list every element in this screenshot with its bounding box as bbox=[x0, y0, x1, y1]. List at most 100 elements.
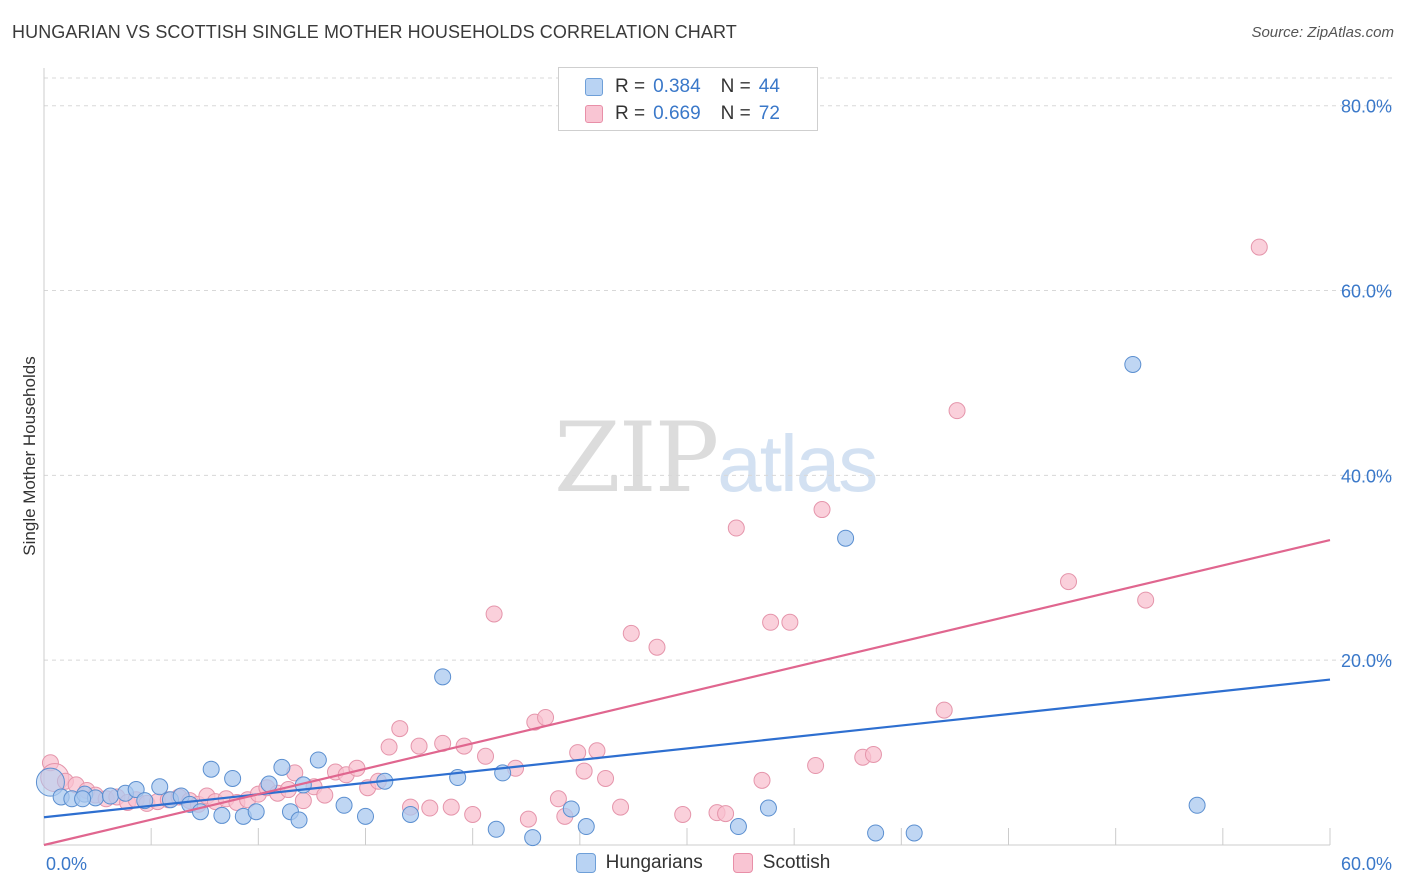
stats-legend: R = 0.384 N = 44 R = 0.669 N = 72 bbox=[558, 67, 818, 131]
hungarians-point bbox=[35, 767, 65, 797]
legend-item-hungarians[interactable]: Hungarians bbox=[575, 852, 703, 874]
source-credit: Source: ZipAtlas.com bbox=[1251, 24, 1394, 41]
scottish-point bbox=[410, 737, 428, 755]
legend-n-value-scottish: 72 bbox=[758, 103, 780, 124]
scottish-point bbox=[612, 798, 630, 816]
scottish-point bbox=[380, 738, 398, 756]
hungarians-trend-line bbox=[43, 678, 1331, 819]
scottish-point bbox=[519, 810, 537, 828]
hungarians-point bbox=[74, 790, 92, 808]
legend-r-label: R = bbox=[615, 103, 646, 124]
scottish-point bbox=[1137, 591, 1155, 609]
legend-label-scottish: Scottish bbox=[762, 852, 831, 873]
y-tick-label: 60.0% bbox=[1341, 282, 1392, 302]
legend-r-value-scottish: 0.669 bbox=[653, 103, 701, 124]
trend-lines bbox=[43, 538, 1331, 847]
y-tick-label: 20.0% bbox=[1341, 651, 1392, 671]
scottish-point bbox=[864, 745, 882, 763]
legend-label-hungarians: Hungarians bbox=[605, 852, 703, 873]
hungarians-point bbox=[213, 806, 231, 824]
scottish-point bbox=[622, 624, 640, 642]
watermark-atlas: atlas bbox=[717, 419, 878, 508]
hungarians-point bbox=[524, 829, 542, 847]
legend-swatch-scottish bbox=[732, 853, 753, 873]
axes bbox=[43, 68, 1331, 846]
hungarians-point bbox=[837, 529, 855, 547]
hungarians-point bbox=[247, 803, 265, 821]
hungarians-point bbox=[434, 668, 452, 686]
scottish-point bbox=[537, 708, 555, 726]
scottish-point bbox=[935, 701, 953, 719]
scottish-point bbox=[753, 771, 771, 789]
hungarians-point bbox=[1188, 796, 1206, 814]
legend-row-scottish: R = 0.669 N = 72 bbox=[585, 101, 780, 127]
scottish-point bbox=[442, 798, 460, 816]
hungarians-point bbox=[487, 820, 505, 838]
hungarians-points bbox=[35, 355, 1206, 847]
scottish-point bbox=[294, 792, 312, 810]
watermark: ZIPatlas bbox=[554, 402, 878, 514]
hungarians-point bbox=[101, 787, 119, 805]
chart-title: HUNGARIAN VS SCOTTISH SINGLE MOTHER HOUS… bbox=[12, 22, 737, 42]
scottish-point bbox=[549, 790, 567, 808]
legend-row-hungarians: R = 0.384 N = 44 bbox=[585, 74, 780, 100]
watermark-zip: ZIP bbox=[554, 402, 719, 514]
scottish-point bbox=[575, 762, 593, 780]
scottish-point bbox=[421, 799, 439, 817]
hungarians-point bbox=[402, 806, 420, 824]
scottish-point bbox=[477, 747, 495, 765]
scottish-point bbox=[391, 720, 409, 738]
scottish-point bbox=[1060, 573, 1078, 591]
hungarians-point bbox=[151, 778, 169, 796]
scottish-trend-line bbox=[43, 538, 1331, 847]
scottish-point bbox=[727, 519, 745, 537]
hungarians-point bbox=[290, 811, 308, 829]
hungarians-point bbox=[357, 807, 374, 825]
x-tick-label-min: 0.0% bbox=[46, 854, 87, 874]
scottish-point bbox=[717, 805, 735, 823]
hungarians-point bbox=[562, 800, 580, 818]
scottish-point bbox=[588, 742, 606, 760]
legend-n-label: N = bbox=[720, 76, 751, 97]
hungarians-point bbox=[1124, 355, 1142, 373]
hungarians-point bbox=[759, 799, 777, 817]
scottish-points bbox=[40, 238, 1268, 828]
scottish-point bbox=[813, 501, 831, 519]
hungarians-point bbox=[867, 824, 885, 842]
hungarians-point bbox=[905, 824, 923, 842]
hungarians-point bbox=[729, 818, 747, 836]
legend-swatch-hungarians bbox=[575, 853, 596, 873]
hungarians-point bbox=[273, 758, 291, 776]
scottish-point bbox=[674, 806, 692, 824]
hungarians-point bbox=[309, 751, 327, 769]
scottish-point bbox=[1250, 238, 1268, 256]
legend-item-scottish[interactable]: Scottish bbox=[732, 852, 831, 874]
hungarians-point bbox=[335, 796, 353, 814]
scottish-point bbox=[348, 759, 366, 777]
scottish-point bbox=[569, 744, 587, 762]
scottish-point bbox=[597, 769, 615, 787]
scottish-point bbox=[316, 786, 334, 804]
scottish-point bbox=[948, 402, 966, 420]
legend-n-label: N = bbox=[720, 103, 751, 124]
scottish-point bbox=[464, 806, 482, 824]
legend-swatch-hungarians bbox=[585, 78, 603, 96]
legend-r-value-hungarians: 0.384 bbox=[653, 76, 701, 97]
scottish-point bbox=[648, 638, 666, 656]
scottish-point bbox=[485, 605, 503, 623]
legend-n-value-hungarians: 44 bbox=[758, 76, 780, 97]
hungarians-point bbox=[577, 818, 595, 836]
scottish-point bbox=[762, 613, 780, 631]
hungarians-point bbox=[224, 769, 242, 787]
x-tick-label-max: 60.0% bbox=[1341, 854, 1392, 874]
tick-labels: 20.0% 40.0% 60.0% 80.0% 0.0% 60.0% bbox=[46, 97, 1392, 874]
series-legend: Hungarians Scottish bbox=[0, 852, 1406, 874]
legend-swatch-scottish bbox=[585, 105, 603, 123]
hungarians-point bbox=[136, 792, 154, 810]
y-tick-label: 80.0% bbox=[1341, 97, 1392, 117]
legend-r-label: R = bbox=[615, 76, 646, 97]
scottish-point bbox=[807, 757, 825, 775]
hungarians-point bbox=[202, 760, 220, 778]
y-tick-label: 40.0% bbox=[1341, 466, 1392, 486]
